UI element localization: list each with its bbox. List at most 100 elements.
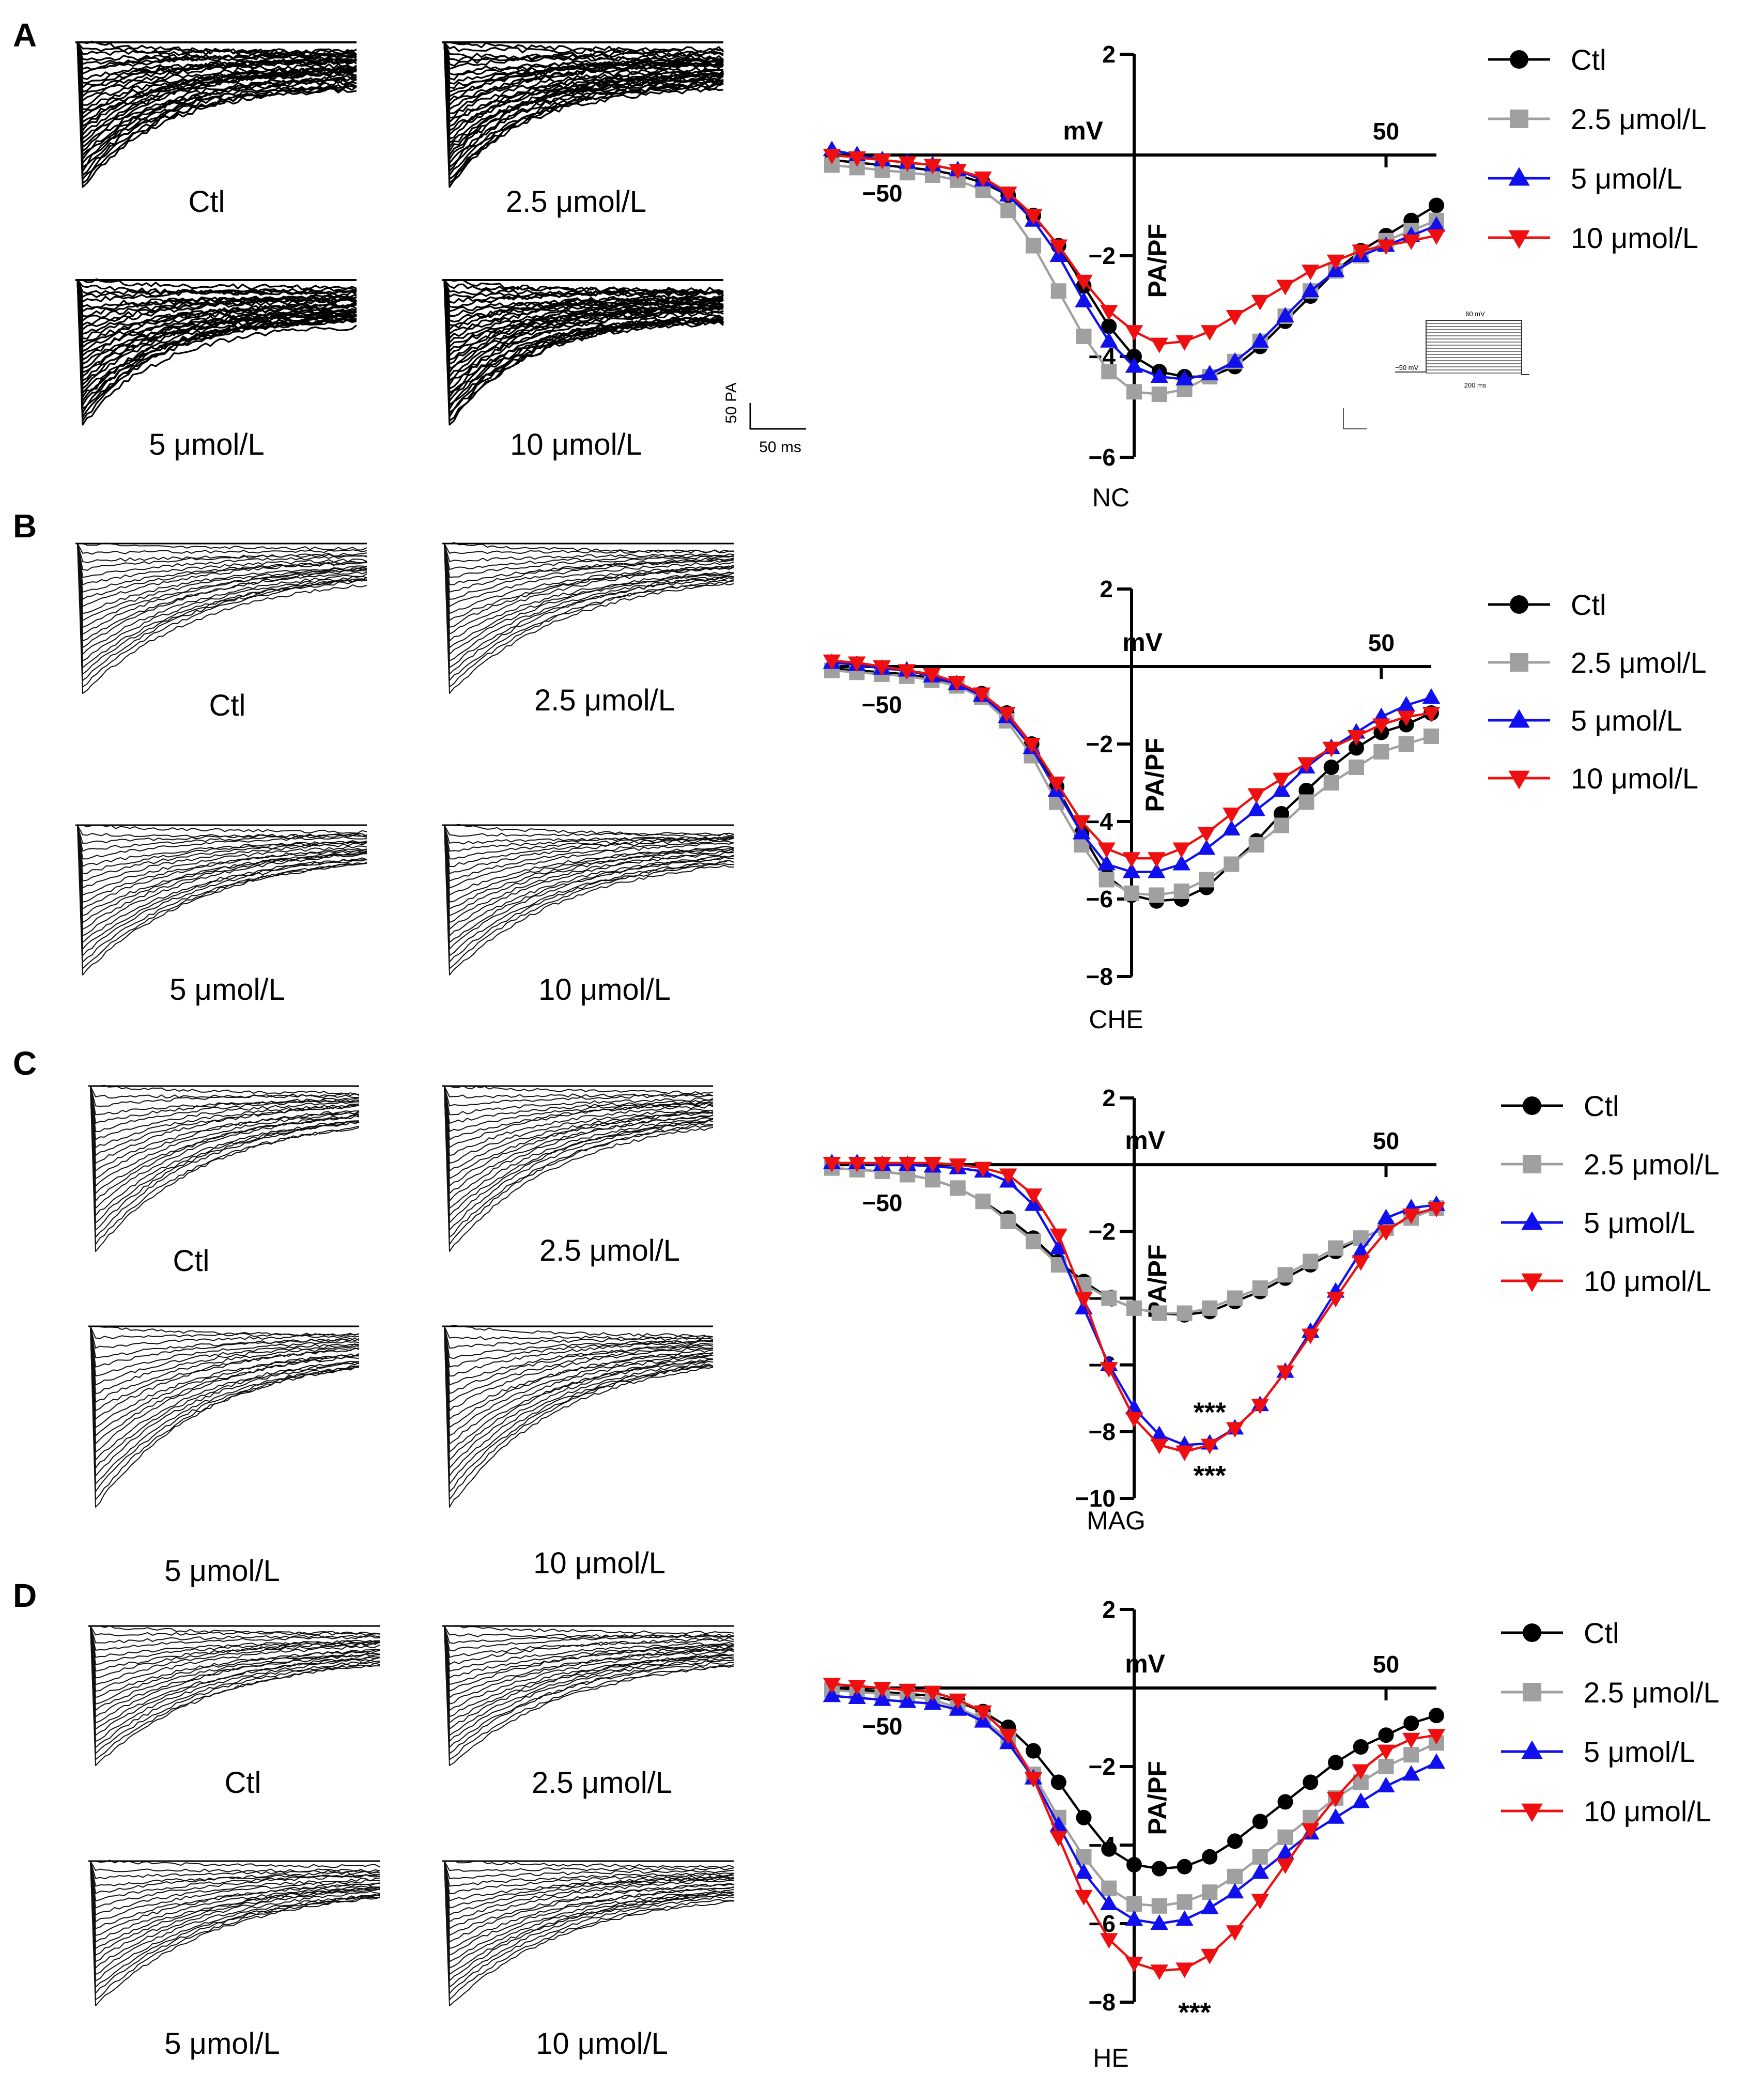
data-point (1297, 757, 1316, 773)
data-point (1298, 794, 1314, 810)
current-trace (444, 1861, 734, 1949)
current-trace (444, 1326, 713, 1452)
scale-bar-x-label: 50 ms (759, 439, 801, 456)
data-point (1521, 1740, 1543, 1759)
current-trace (444, 543, 734, 554)
data-point (1377, 1209, 1395, 1225)
current-trace (77, 543, 367, 688)
data-point (949, 1693, 967, 1709)
data-point (1377, 1225, 1395, 1241)
data-point (1226, 352, 1244, 368)
current-trace (90, 1625, 380, 1672)
data-point (1352, 1792, 1370, 1808)
trace-group (88, 1860, 380, 2006)
current-trace (444, 1861, 734, 2000)
current-trace (444, 1086, 714, 1245)
current-trace (444, 1086, 714, 1252)
series-2 (823, 1686, 1446, 1930)
current-trace (77, 825, 367, 923)
data-point (1148, 862, 1166, 878)
current-trace (444, 543, 734, 593)
current-trace (90, 1086, 360, 1124)
current-trace (90, 1086, 360, 1202)
current-trace (90, 1086, 360, 1149)
current-trace (90, 1086, 360, 1156)
legend-label: Ctl (1584, 1617, 1619, 1649)
data-point (1377, 1744, 1395, 1760)
current-trace (76, 280, 357, 331)
data-point (1075, 291, 1093, 307)
current-trace (76, 280, 358, 390)
data-point (1372, 718, 1390, 734)
current-trace (90, 1326, 360, 1386)
data-point (1202, 1300, 1218, 1316)
data-point (873, 1682, 891, 1697)
current-trace (444, 543, 734, 655)
current-trace (443, 41, 724, 55)
current-trace (443, 42, 724, 67)
data-point (1302, 282, 1320, 298)
y-tick-label: −10 (1075, 1485, 1116, 1512)
current-trace (90, 1861, 380, 1975)
current-trace (90, 1326, 360, 1508)
data-point (1201, 325, 1219, 341)
condition-label: HE (1093, 2043, 1128, 2072)
current-trace (444, 1861, 734, 1969)
y-tick-label: 2 (1102, 41, 1116, 68)
data-point (1302, 265, 1320, 281)
current-trace (77, 825, 367, 867)
current-trace (90, 1861, 380, 1916)
current-trace (444, 1861, 734, 1916)
current-trace (77, 825, 367, 937)
data-point (1272, 772, 1291, 788)
current-trace (444, 543, 734, 562)
current-trace (444, 1326, 714, 1412)
current-trace (90, 1086, 360, 1231)
data-point (873, 1156, 891, 1172)
current-trace (444, 1086, 714, 1172)
y-tick-label: −6 (1089, 444, 1116, 471)
y-tick-label: −6 (1086, 886, 1113, 912)
current-trace (90, 1086, 360, 1140)
current-trace (444, 1324, 714, 1338)
data-point (999, 1729, 1017, 1745)
current-trace (444, 1086, 714, 1209)
current-trace (90, 1326, 359, 1452)
significance-annotation: *** (1194, 1397, 1226, 1428)
data-point (848, 1689, 866, 1704)
data-point (1508, 709, 1530, 728)
current-trace (444, 825, 734, 845)
inset-scale (1343, 408, 1367, 429)
current-trace (444, 1085, 714, 1094)
current-trace (76, 280, 357, 385)
current-trace (443, 42, 724, 188)
current-trace (444, 1625, 734, 1651)
current-trace (77, 543, 367, 571)
data-point (1073, 815, 1091, 831)
trace-label: 2.5 μmol/L (534, 684, 675, 717)
current-trace (444, 543, 734, 600)
current-trace (90, 1861, 380, 2006)
current-trace (443, 42, 724, 119)
data-point (1100, 1895, 1118, 1910)
current-trace (444, 1861, 734, 1887)
current-trace (77, 825, 367, 956)
data-point (1049, 1228, 1067, 1244)
current-trace (90, 1326, 360, 1337)
y-tick-label: −8 (1086, 963, 1113, 990)
data-point (1251, 332, 1269, 348)
data-point (1227, 1833, 1243, 1849)
data-point (1523, 1623, 1541, 1642)
current-trace (77, 825, 367, 860)
data-point (1402, 1209, 1420, 1225)
current-trace (77, 543, 367, 621)
scale-bar (749, 403, 806, 430)
current-trace (90, 1086, 360, 1179)
data-point (1510, 50, 1528, 69)
data-point (1197, 827, 1216, 843)
data-point (1277, 1267, 1293, 1283)
current-trace (443, 280, 724, 394)
current-trace (444, 825, 734, 956)
voltage-protocol-inset: 60 mV −50 mV 200 ms (1343, 310, 1529, 429)
